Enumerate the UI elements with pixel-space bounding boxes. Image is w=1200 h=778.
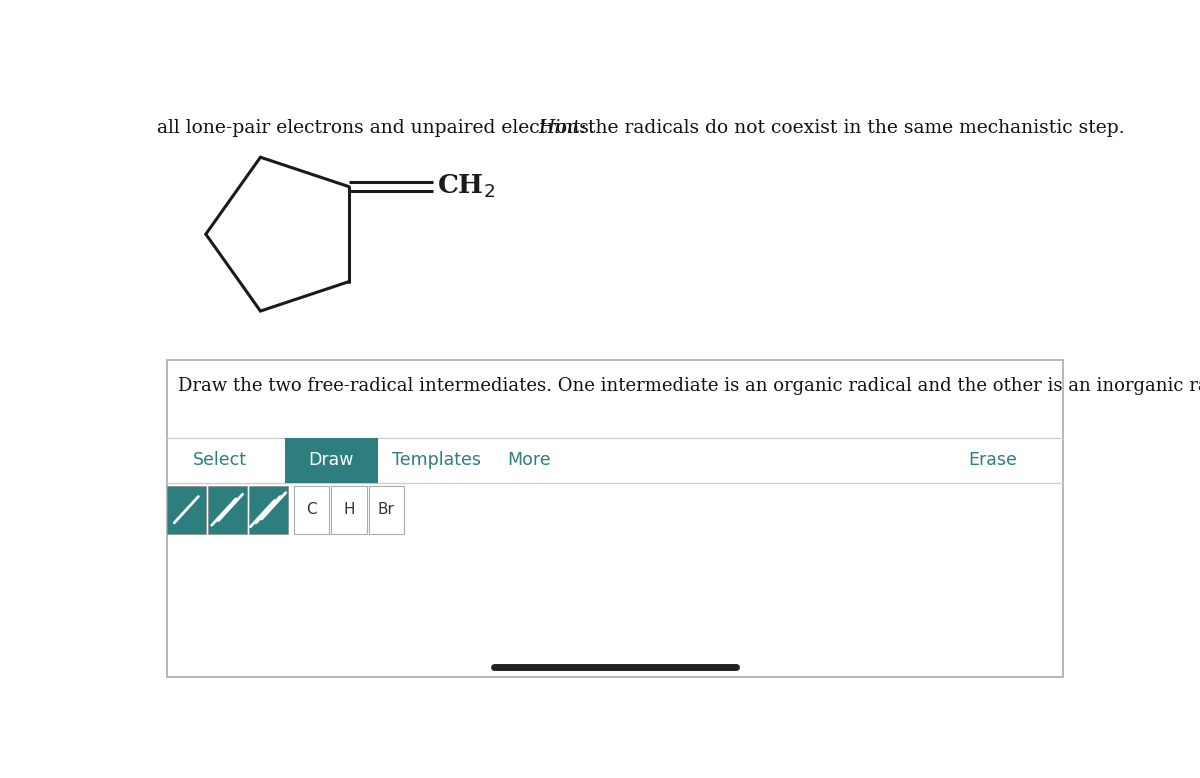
Text: Select: Select [193, 451, 247, 469]
Text: the radicals do not coexist in the same mechanistic step.: the radicals do not coexist in the same … [582, 118, 1124, 136]
Text: H: H [343, 503, 355, 517]
Text: CH$_2$: CH$_2$ [437, 173, 496, 201]
Text: Br: Br [378, 503, 395, 517]
FancyBboxPatch shape [208, 485, 247, 534]
Text: Draw the two free-radical intermediates. One intermediate is an organic radical : Draw the two free-radical intermediates.… [178, 377, 1200, 394]
FancyBboxPatch shape [294, 485, 330, 534]
FancyBboxPatch shape [368, 485, 404, 534]
FancyBboxPatch shape [248, 485, 288, 534]
Text: Hint:: Hint: [539, 118, 587, 136]
Text: More: More [508, 451, 551, 469]
FancyBboxPatch shape [284, 438, 378, 482]
Text: C: C [306, 503, 317, 517]
FancyBboxPatch shape [167, 360, 1063, 678]
Text: all lone-pair electrons and unpaired electrons.: all lone-pair electrons and unpaired ele… [157, 118, 601, 136]
FancyBboxPatch shape [331, 485, 367, 534]
FancyBboxPatch shape [167, 485, 206, 534]
Text: Draw: Draw [308, 451, 354, 469]
Text: Erase: Erase [968, 451, 1018, 469]
Text: Templates: Templates [392, 451, 481, 469]
